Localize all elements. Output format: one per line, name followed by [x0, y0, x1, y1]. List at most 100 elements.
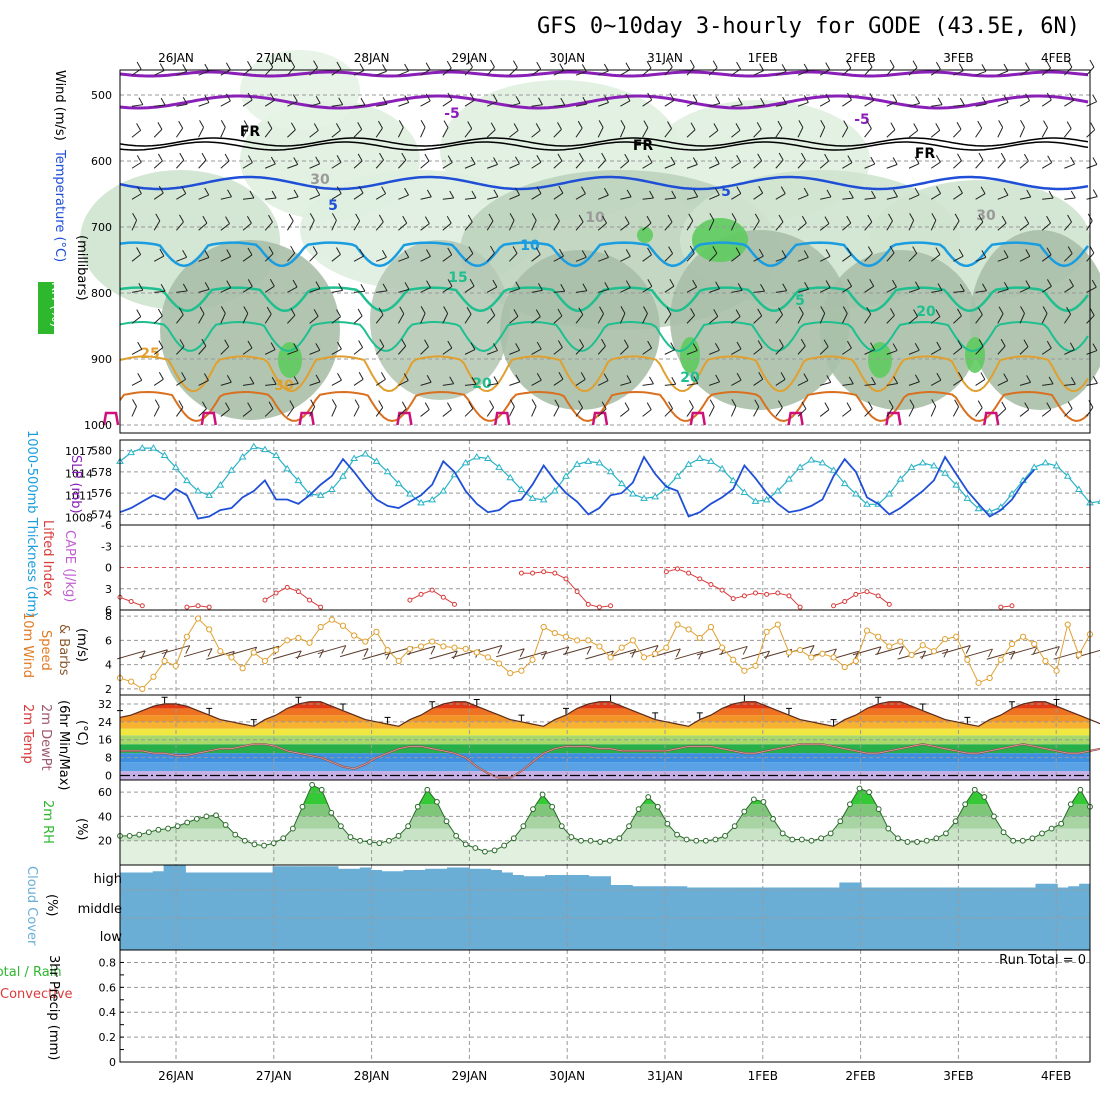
wind-barb — [242, 67, 252, 76]
wind-barb — [442, 409, 452, 417]
wind-barb-flag — [268, 246, 274, 254]
wind-barb — [908, 194, 920, 200]
wind-barb-flag — [136, 123, 142, 131]
wind-barb — [1041, 313, 1048, 324]
wind-barb-flag — [178, 400, 184, 408]
wind-speed-line-marker — [808, 654, 815, 661]
slp-line-marker — [272, 451, 280, 459]
wind-barb — [864, 128, 872, 138]
wind-speed-line-marker — [317, 623, 324, 631]
wind-barb — [753, 220, 760, 231]
wind-barb-flag — [357, 308, 363, 317]
wind-barb-flag — [358, 372, 364, 380]
wind-barb-flag — [225, 216, 230, 224]
wind-barb-flag — [599, 306, 604, 314]
cloud-high-bar — [882, 887, 895, 890]
wind-barb — [642, 222, 652, 231]
cloud-high-bar — [348, 868, 361, 890]
lifted-index-line — [119, 568, 1013, 608]
wind-speed-line-marker — [395, 657, 402, 665]
wind-barb — [220, 287, 231, 293]
slp-line-marker — [361, 450, 370, 457]
wind-barb — [997, 408, 1007, 417]
wind-barb — [975, 256, 987, 262]
lifted-index-line-marker — [663, 569, 669, 575]
wind-barb-flag — [447, 92, 453, 101]
wind-barb-flag — [693, 376, 699, 384]
wind-barb — [464, 253, 474, 262]
rh-point — [386, 837, 392, 844]
wind-barb — [820, 196, 832, 200]
wind-barb-flag — [202, 215, 208, 224]
wind-barb-flag — [467, 214, 473, 223]
wind-barb-flag — [647, 340, 653, 349]
wind-barb — [508, 220, 515, 231]
wind-barb — [464, 66, 473, 76]
lifted-index-line-marker — [708, 582, 714, 587]
wind-barb-flag — [1069, 93, 1075, 101]
wind-barb — [886, 101, 898, 107]
rh-point — [943, 830, 949, 837]
wind10-label-c: & Barbs — [56, 624, 71, 676]
wind-barb-flag — [243, 120, 249, 128]
wind-barb-flag — [270, 342, 276, 350]
wind-barb-flag — [1020, 306, 1025, 314]
wind-barb — [953, 378, 963, 386]
wind-barb-flag — [226, 374, 232, 383]
rh-point — [414, 803, 421, 810]
wind10-barb — [406, 645, 436, 655]
lifted-index-line-marker — [864, 589, 870, 595]
wind-barb-flag — [846, 60, 852, 69]
wind-barb-flag — [915, 96, 921, 104]
cloud-high-bar — [719, 887, 731, 890]
wind-barb-flag — [536, 372, 542, 381]
wind-speed-line-marker — [150, 673, 157, 680]
wind-barb-flag — [843, 120, 849, 128]
wind-barb-flag — [425, 93, 431, 102]
wind-barb — [664, 197, 676, 200]
wind-barb — [575, 290, 587, 293]
wind-speed-line-marker — [261, 657, 269, 665]
wind-barb-flag — [401, 401, 407, 410]
wind-barb — [1041, 162, 1052, 169]
cloud-high-bar — [468, 868, 481, 890]
wind-barb-flag — [538, 97, 543, 105]
wind-barb-flag — [447, 402, 452, 410]
wind-barb — [931, 104, 943, 107]
wind-barb-flag — [513, 309, 519, 317]
wind-barb-flag — [468, 59, 473, 68]
wind10-barb — [942, 645, 971, 654]
wind-barb — [997, 256, 1009, 262]
date-label-bottom-4FEB: 4FEB — [1041, 1069, 1071, 1083]
wind-barb-flag — [247, 92, 253, 101]
wind-barb-flag — [715, 96, 721, 104]
wind-barb — [153, 220, 161, 231]
slp-line-marker — [171, 463, 180, 470]
wind-barb-flag — [1023, 153, 1029, 162]
wind-barb-flag — [847, 340, 852, 349]
wind-barb-flag — [912, 60, 918, 68]
wind-barb — [176, 70, 187, 76]
wind-barb — [953, 128, 962, 138]
slp-line-marker — [283, 464, 292, 472]
wind-barb — [1041, 99, 1052, 107]
wind-barb-flag — [892, 94, 898, 102]
rh-point — [155, 826, 162, 833]
wind-barb — [487, 164, 498, 169]
wind-barb-flag — [338, 97, 344, 105]
wind-barb — [953, 192, 963, 200]
slp-line-marker — [785, 475, 793, 482]
wind-barb — [842, 99, 852, 107]
wind-barb-flag — [357, 122, 363, 130]
contour-label: 30 — [274, 378, 294, 394]
wind-barb-flag — [136, 247, 142, 255]
wind-barb-flag — [132, 399, 137, 407]
wind-barb-flag — [714, 187, 720, 196]
wind-barb — [442, 313, 449, 324]
wind-barb — [952, 220, 960, 231]
wind-barb — [420, 127, 426, 138]
temp-minmax — [429, 701, 436, 708]
wind-barb — [131, 220, 138, 231]
wind-barb — [620, 287, 631, 293]
